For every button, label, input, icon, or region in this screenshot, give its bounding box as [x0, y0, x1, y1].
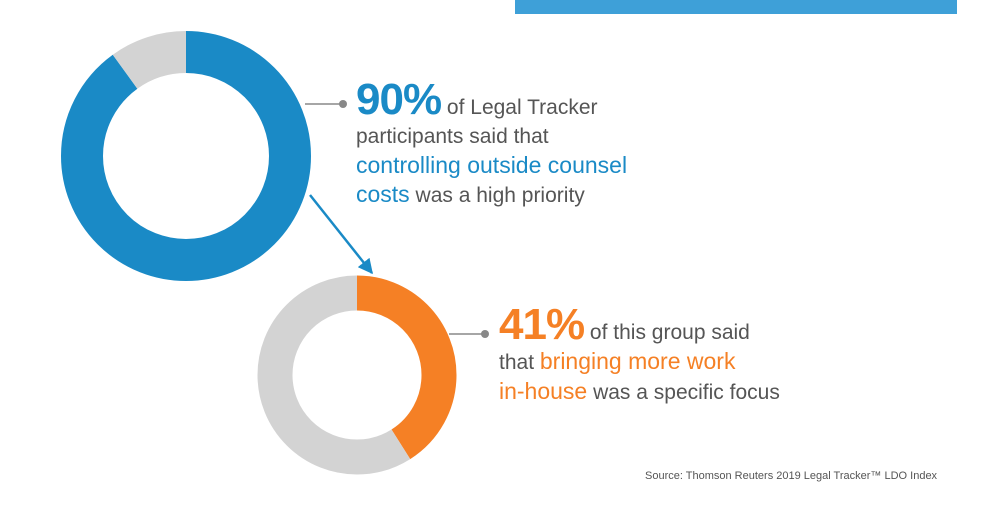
- source-note: Source: Thomson Reuters 2019 Legal Track…: [645, 470, 938, 482]
- callout-highlight-a: bringing more work: [539, 348, 736, 374]
- callout-dot-41: [481, 330, 489, 338]
- callout-lead: that: [499, 351, 535, 374]
- callout-tail: was a high priority: [415, 184, 585, 207]
- donut-slice-90-0: [61, 31, 311, 281]
- donut-chart-41: [257, 275, 457, 475]
- callout-line1: of this group said: [589, 321, 750, 344]
- callout-text-41: 41% of this group said that bringing mor…: [499, 303, 780, 407]
- stat-value-41: 41%: [499, 300, 585, 349]
- callout-line2: participants said that: [356, 125, 549, 148]
- flow-arrow: [309, 194, 373, 275]
- callout-line1: of Legal Tracker: [446, 96, 598, 119]
- top-accent-bar: [515, 0, 957, 14]
- callout-highlight-b: costs: [356, 181, 410, 207]
- callout-highlight-a: controlling outside counsel: [356, 152, 628, 178]
- callout-tail: was a specific focus: [593, 381, 780, 404]
- donut-chart-90: [61, 31, 311, 281]
- callout-dot-90: [339, 100, 347, 108]
- callout-highlight-b: in-house: [499, 378, 588, 404]
- donut-slice-90-1: [61, 31, 311, 281]
- callout-text-90: 90% of Legal Tracker participants said t…: [356, 78, 627, 210]
- donut-slice-41-1: [257, 275, 457, 475]
- stat-value-90: 90%: [356, 75, 442, 124]
